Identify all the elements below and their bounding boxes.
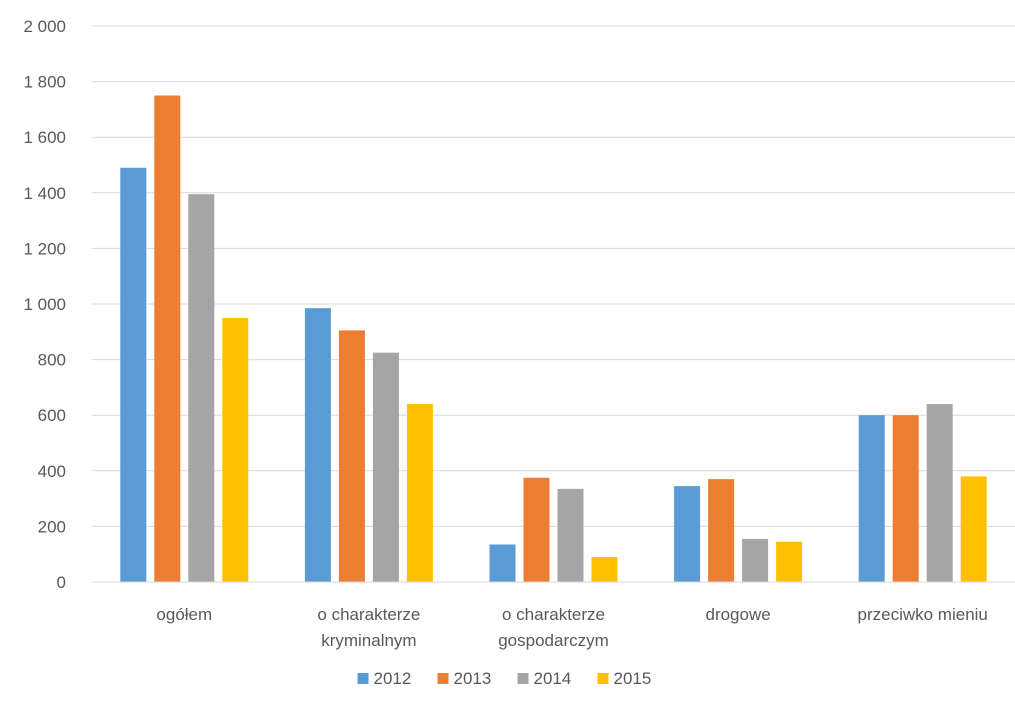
y-tick-label: 1 800 xyxy=(23,73,66,92)
bar-2013-3 xyxy=(708,479,735,582)
y-tick-label: 400 xyxy=(38,462,66,481)
x-category-label: o charakterze kryminalnym xyxy=(317,605,420,650)
x-category-label: drogowe xyxy=(705,605,770,624)
x-category-label: o charakterze gospodarczym xyxy=(498,605,609,650)
y-tick-label: 1 000 xyxy=(23,295,66,314)
y-tick-label: 200 xyxy=(38,517,66,536)
bar-2013-0 xyxy=(154,95,181,582)
bar-2012-4 xyxy=(858,415,885,582)
bar-2012-2 xyxy=(489,544,516,582)
legend-label-2014: 2014 xyxy=(534,669,572,688)
legend-swatch-2013 xyxy=(437,673,449,684)
bar-2015-0 xyxy=(222,317,249,582)
legend-label-2013: 2013 xyxy=(454,669,492,688)
y-axis-tick-labels: 0 200 400 600 800 1 000 1 200 1 400 1 600 1 800 2 … xyxy=(23,17,66,592)
y-tick-label: 1 600 xyxy=(23,128,66,147)
x-category-label: przeciwko mieniu xyxy=(858,605,988,624)
x-category-label: ogółem xyxy=(156,605,212,624)
bar-2015-4 xyxy=(960,476,987,582)
bar-2013-1 xyxy=(338,330,365,582)
bar-2014-2 xyxy=(557,488,584,582)
bar-2015-2 xyxy=(591,556,618,582)
bar-2012-0 xyxy=(120,167,147,582)
bar-2013-4 xyxy=(892,415,919,582)
bar-2012-3 xyxy=(674,486,701,582)
bar-2012-1 xyxy=(304,308,331,582)
bar-2015-1 xyxy=(406,404,433,582)
bar-2014-1 xyxy=(372,352,399,582)
y-tick-label: 800 xyxy=(38,351,66,370)
legend-label-2015: 2015 xyxy=(614,669,652,688)
legend-swatch-2014 xyxy=(517,673,529,684)
bar-2013-2 xyxy=(523,477,550,582)
y-tick-label: 1 200 xyxy=(23,239,66,258)
bar-2014-3 xyxy=(742,538,769,582)
legend: 2012 2013 2014 2015 xyxy=(357,669,652,688)
x-axis-category-labels: ogółem o charakterze kryminalnym o charakte… xyxy=(156,605,987,650)
bar-2014-4 xyxy=(926,404,953,582)
y-tick-label: 2 000 xyxy=(23,17,66,36)
legend-swatch-2012 xyxy=(357,673,369,684)
bar-2014-0 xyxy=(188,194,215,582)
legend-label-2012: 2012 xyxy=(374,669,412,688)
bar-2015-3 xyxy=(776,541,803,582)
y-tick-label: 0 xyxy=(57,573,66,592)
y-tick-label: 600 xyxy=(38,406,66,425)
legend-swatch-2015 xyxy=(597,673,609,684)
bars xyxy=(120,95,987,582)
y-tick-label: 1 400 xyxy=(23,184,66,203)
